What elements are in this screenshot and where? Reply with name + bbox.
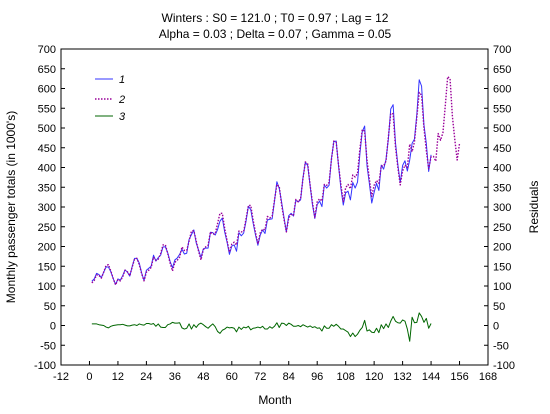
y-tick-label-left: 450 (38, 143, 56, 155)
y-tick-label-left: 200 (38, 242, 56, 254)
y-tick-label-right: 100 (493, 281, 511, 293)
y-tick-label-left: 350 (38, 182, 56, 194)
legend-label-3: 3 (119, 111, 126, 123)
chart-subtitle: Alpha = 0.03 ; Delta = 0.07 ; Gamma = 0.… (159, 27, 392, 41)
y-tick-label-left: 300 (38, 202, 56, 214)
y-tick-label-left: 550 (38, 103, 56, 115)
y-axis-label-right: Residuals (527, 181, 541, 234)
x-tick-label: 48 (197, 371, 209, 383)
y-tick-label-left: 100 (38, 281, 56, 293)
y-tick-label-right: 150 (493, 261, 511, 273)
x-tick-label: 144 (422, 371, 440, 383)
y-tick-label-left: 400 (38, 163, 56, 175)
left-axis-ticks: -100 -50 0 50 100 150 200 250 300 350 400 450 500 550… (34, 44, 65, 372)
bottom-axis-ticks: -12 0 12 24 36 48 60 72 84 96 108 120 132 144 156 168 (53, 361, 497, 383)
y-tick-label-right: 200 (493, 242, 511, 254)
x-tick-label: 108 (336, 371, 354, 383)
y-tick-label-right: 250 (493, 222, 511, 234)
y-tick-label-right: 0 (493, 321, 499, 333)
y-tick-label-right: 500 (493, 123, 511, 135)
y-tick-label-right: 550 (493, 103, 511, 115)
series-line-1 (91, 79, 432, 285)
y-tick-label-right: 650 (493, 64, 511, 76)
x-tick-label: -12 (53, 371, 69, 383)
x-tick-label: 132 (393, 371, 411, 383)
x-tick-label: 72 (254, 371, 266, 383)
y-tick-label-left: 50 (44, 301, 56, 313)
y-tick-label-left: 650 (38, 64, 56, 76)
y-tick-label-right: 350 (493, 182, 511, 194)
y-tick-label-left: -50 (40, 340, 56, 352)
y-axis-label-left: Monthly passenger totals (in 1000's) (4, 111, 18, 303)
y-tick-label-left: 0 (50, 321, 56, 333)
x-tick-label: 120 (365, 371, 383, 383)
series-line-2 (91, 75, 461, 286)
x-tick-label: 168 (479, 371, 497, 383)
x-tick-label: 0 (86, 371, 92, 383)
y-tick-label-right: -50 (493, 340, 509, 352)
plot-area (60, 48, 489, 366)
x-tick-label: 60 (226, 371, 238, 383)
y-tick-label-left: -100 (34, 360, 56, 372)
y-tick-label-left: 250 (38, 222, 56, 234)
y-tick-label-right: 450 (493, 143, 511, 155)
y-tick-label-left: 600 (38, 84, 56, 96)
x-tick-label: 96 (311, 371, 323, 383)
x-tick-label: 12 (112, 371, 124, 383)
y-tick-label-right: 600 (493, 84, 511, 96)
legend-label-2: 2 (118, 94, 125, 106)
series-line-3 (91, 312, 432, 342)
y-tick-label-left: 700 (38, 44, 56, 56)
legend-label-1: 1 (119, 74, 125, 86)
right-axis-ticks: -100 -50 0 50 100 150 200 250 300 350 400 450 500 550… (484, 44, 515, 372)
y-tick-label-right: 700 (493, 44, 511, 56)
x-tick-label: 36 (169, 371, 181, 383)
y-tick-label-right: 400 (493, 163, 511, 175)
series-lines (91, 75, 461, 342)
y-tick-label-right: -100 (493, 360, 515, 372)
y-tick-label-right: 300 (493, 202, 511, 214)
y-tick-label-right: 50 (493, 301, 505, 313)
legend: 1 2 3 (95, 74, 126, 123)
x-tick-label: 156 (450, 371, 468, 383)
chart-title: Winters : S0 = 121.0 ; T0 = 0.97 ; Lag =… (162, 11, 389, 25)
y-tick-label-left: 500 (38, 123, 56, 135)
x-tick-label: 24 (140, 371, 152, 383)
x-axis-label: Month (258, 393, 291, 407)
x-tick-label: 84 (283, 371, 295, 383)
y-tick-label-left: 150 (38, 261, 56, 273)
